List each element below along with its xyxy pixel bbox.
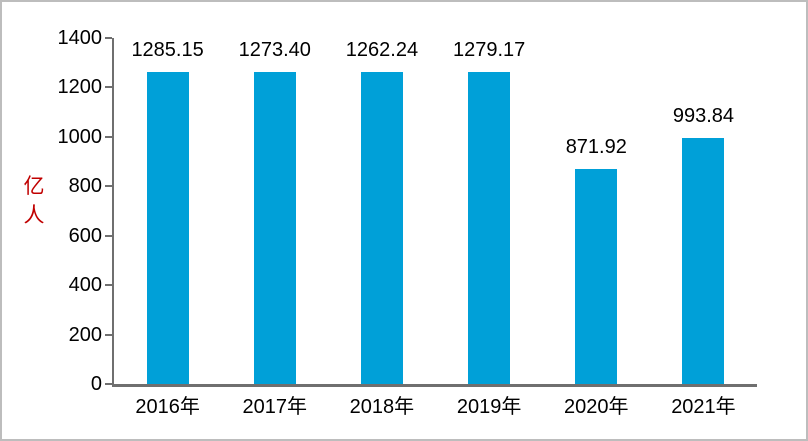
bar-column: 1273.40 [221, 38, 328, 384]
y-tick-label: 1000 [57, 125, 103, 148]
bar [360, 72, 403, 384]
bars-container: 1285.15 1273.40 1262.24 1279.17 871.92 993.84 [114, 38, 757, 384]
x-axis-label: 2021年 [671, 396, 736, 418]
bar-column: 1279.17 [436, 38, 543, 384]
bar-column: 1285.15 [114, 38, 221, 384]
plot-area: 0 200 400 600 800 1000 1200 1400 1285.15 1273.40… [58, 27, 757, 418]
y-tick-mark [105, 185, 112, 188]
bar [146, 72, 189, 384]
bar [468, 72, 511, 384]
y-tick-mark [105, 135, 112, 138]
y-tick-label: 800 [68, 175, 102, 198]
y-tick-mark [105, 333, 112, 336]
y-tick-label: 200 [68, 323, 102, 346]
bar-value-label: 1279.17 [452, 39, 526, 61]
y-tick-label: 1400 [57, 27, 103, 49]
x-axis-labels: 2016年 2017年 2018年 2019年 2020年 2021年 [114, 395, 757, 419]
y-tick-mark [105, 234, 112, 237]
bar-value-label: 1285.15 [131, 39, 204, 61]
y-tick-label: 400 [68, 274, 102, 297]
bar [575, 168, 618, 384]
bar-column: 993.84 [650, 38, 757, 384]
x-axis-label: 2020年 [564, 396, 629, 418]
y-tick-label: 0 [90, 373, 102, 395]
bar [253, 72, 296, 384]
x-axis-label: 2016年 [135, 396, 200, 418]
y-tick-mark [105, 86, 112, 89]
bar-value-label: 1262.24 [345, 39, 419, 61]
bar-value-label: 993.84 [672, 105, 735, 128]
y-axis-title: 亿 人 [23, 175, 45, 227]
x-axis-label: 2019年 [456, 396, 522, 418]
bar [682, 138, 725, 384]
y-tick-mark [105, 284, 112, 287]
x-axis-label: 2017年 [242, 396, 308, 418]
bar-column: 871.92 [543, 38, 650, 384]
y-tick-label: 600 [68, 224, 102, 247]
y-tick-mark [105, 383, 112, 385]
y-tick-label: 1200 [57, 76, 103, 99]
bar-column: 1262.24 [328, 38, 435, 384]
y-tick-mark [105, 37, 112, 39]
x-axis-label: 2018年 [349, 396, 415, 418]
bar-value-label: 871.92 [565, 135, 627, 158]
bar-value-label: 1273.40 [238, 39, 311, 61]
